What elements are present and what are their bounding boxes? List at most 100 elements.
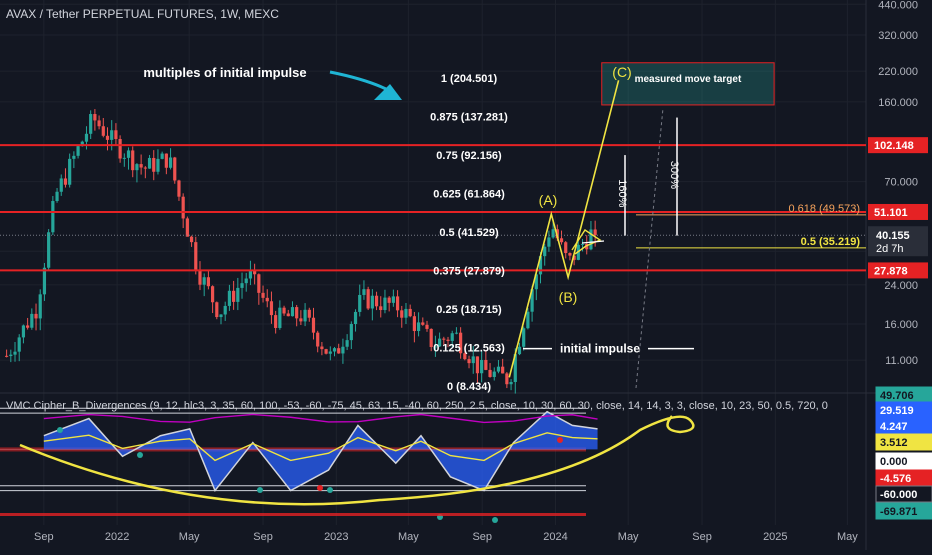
- osc-axis-badge: [875, 502, 932, 520]
- candle-body: [585, 243, 589, 250]
- x-tick-label: 2022: [105, 531, 129, 543]
- candle-body: [89, 114, 93, 134]
- candle-body: [589, 229, 593, 250]
- symbol-title: AVAX / Tether PERPETUAL FUTURES, 1W, MEX…: [6, 7, 279, 21]
- x-tick-label: Sep: [692, 531, 712, 543]
- x-tick-label: May: [837, 531, 858, 543]
- osc-axis-badge: [875, 452, 932, 470]
- candle-body: [68, 158, 72, 185]
- candle-body: [496, 366, 501, 372]
- candle-body: [295, 307, 299, 319]
- candle-body: [269, 301, 274, 316]
- candle-body: [84, 133, 89, 142]
- candle-body: [194, 242, 198, 270]
- candle-body: [227, 290, 232, 306]
- candle-body: [244, 278, 248, 284]
- candle-body: [173, 157, 177, 181]
- candle-body: [543, 246, 547, 257]
- candle-body: [38, 294, 42, 319]
- yellow-flag: [571, 229, 602, 255]
- fib-level-label: 0.625 (61.864): [433, 189, 505, 201]
- candle-body: [337, 348, 341, 354]
- candle-body: [501, 366, 505, 374]
- candle-body: [122, 157, 126, 159]
- candle-body: [47, 232, 51, 268]
- x-tick-label: 2025: [763, 531, 787, 543]
- candle-body: [198, 269, 202, 285]
- candle-body: [374, 295, 379, 307]
- candle-body: [223, 305, 227, 315]
- candle-body: [219, 314, 223, 318]
- candle-body: [80, 141, 84, 147]
- fib-level-label: 1 (204.501): [441, 73, 498, 85]
- candle-body: [274, 315, 278, 328]
- osc-axis-badge-label: 3.512: [880, 437, 908, 449]
- candle-body: [135, 164, 139, 171]
- candle-body: [446, 339, 450, 341]
- candle-body: [21, 325, 26, 338]
- osc-axis-badge-label: 4.247: [880, 421, 908, 433]
- projection-dashed-line: [635, 108, 664, 389]
- fib-level-label: 0.75 (92.156): [436, 150, 502, 162]
- candle-body: [526, 311, 530, 329]
- candle-body: [114, 130, 118, 139]
- candle-body: [425, 324, 429, 329]
- candle-body: [400, 310, 404, 318]
- candle-body: [290, 307, 295, 317]
- candle-body: [168, 157, 173, 168]
- candle-body: [278, 307, 282, 328]
- candle-body: [538, 256, 543, 275]
- candle-body: [9, 354, 13, 357]
- candle-body: [97, 120, 101, 127]
- candle-body: [34, 313, 38, 319]
- fib-level-label: 0.875 (137.281): [430, 112, 508, 124]
- candle-body: [93, 114, 97, 121]
- retracement-label: 0.5 (35.219): [801, 236, 861, 248]
- candle-body: [513, 354, 517, 382]
- candle-body: [63, 178, 68, 185]
- candle-body: [421, 322, 425, 325]
- y-tick-label: 440.000: [878, 0, 918, 11]
- candle-body: [189, 236, 194, 243]
- candle-body: [517, 346, 522, 355]
- price-badge-label: 27.878: [874, 265, 908, 277]
- price-badge-bg: [868, 137, 928, 154]
- osc-axis-badge-label: -4.576: [880, 473, 911, 485]
- candle-body: [110, 130, 114, 140]
- candle-body: [265, 297, 269, 302]
- price-badge-label: 51.101: [874, 207, 908, 219]
- candle-body: [492, 371, 496, 377]
- candle-body: [593, 229, 597, 236]
- candle-body: [126, 150, 131, 158]
- wave-label-a: (A): [539, 192, 558, 208]
- candle-body: [454, 332, 459, 334]
- elliott-wave-path: [508, 80, 620, 378]
- candle-body: [484, 359, 488, 370]
- osc-axis-badge-label: 49.706: [880, 390, 914, 402]
- candle-body: [139, 164, 143, 168]
- fib-level-label: 0.25 (18.715): [436, 304, 502, 316]
- candle-body: [429, 328, 433, 347]
- osc-wave-line: [43, 410, 598, 493]
- candle-body: [26, 325, 30, 328]
- candle-body: [442, 338, 446, 340]
- candle-body: [202, 277, 206, 285]
- candle-body: [261, 292, 265, 298]
- indicator-label[interactable]: VMC Cipher_B_Divergences (9, 12, hlc3, 3…: [6, 400, 828, 412]
- candles: [5, 109, 597, 394]
- candle-body: [345, 340, 349, 347]
- osc-stoch-line: [43, 432, 598, 462]
- x-tick-label: Sep: [472, 531, 492, 543]
- cyan-arrow-head: [374, 84, 402, 100]
- osc-signal-dot: [317, 485, 323, 491]
- candle-body: [72, 155, 76, 159]
- candle-body: [522, 328, 526, 347]
- candle-body: [215, 302, 219, 318]
- y-tick-label: 160.000: [878, 97, 918, 109]
- candle-body: [131, 150, 135, 171]
- y-tick-label: 24.000: [884, 280, 918, 292]
- candle-body: [17, 337, 21, 352]
- fib-level-label: 0.125 (12.563): [433, 342, 505, 354]
